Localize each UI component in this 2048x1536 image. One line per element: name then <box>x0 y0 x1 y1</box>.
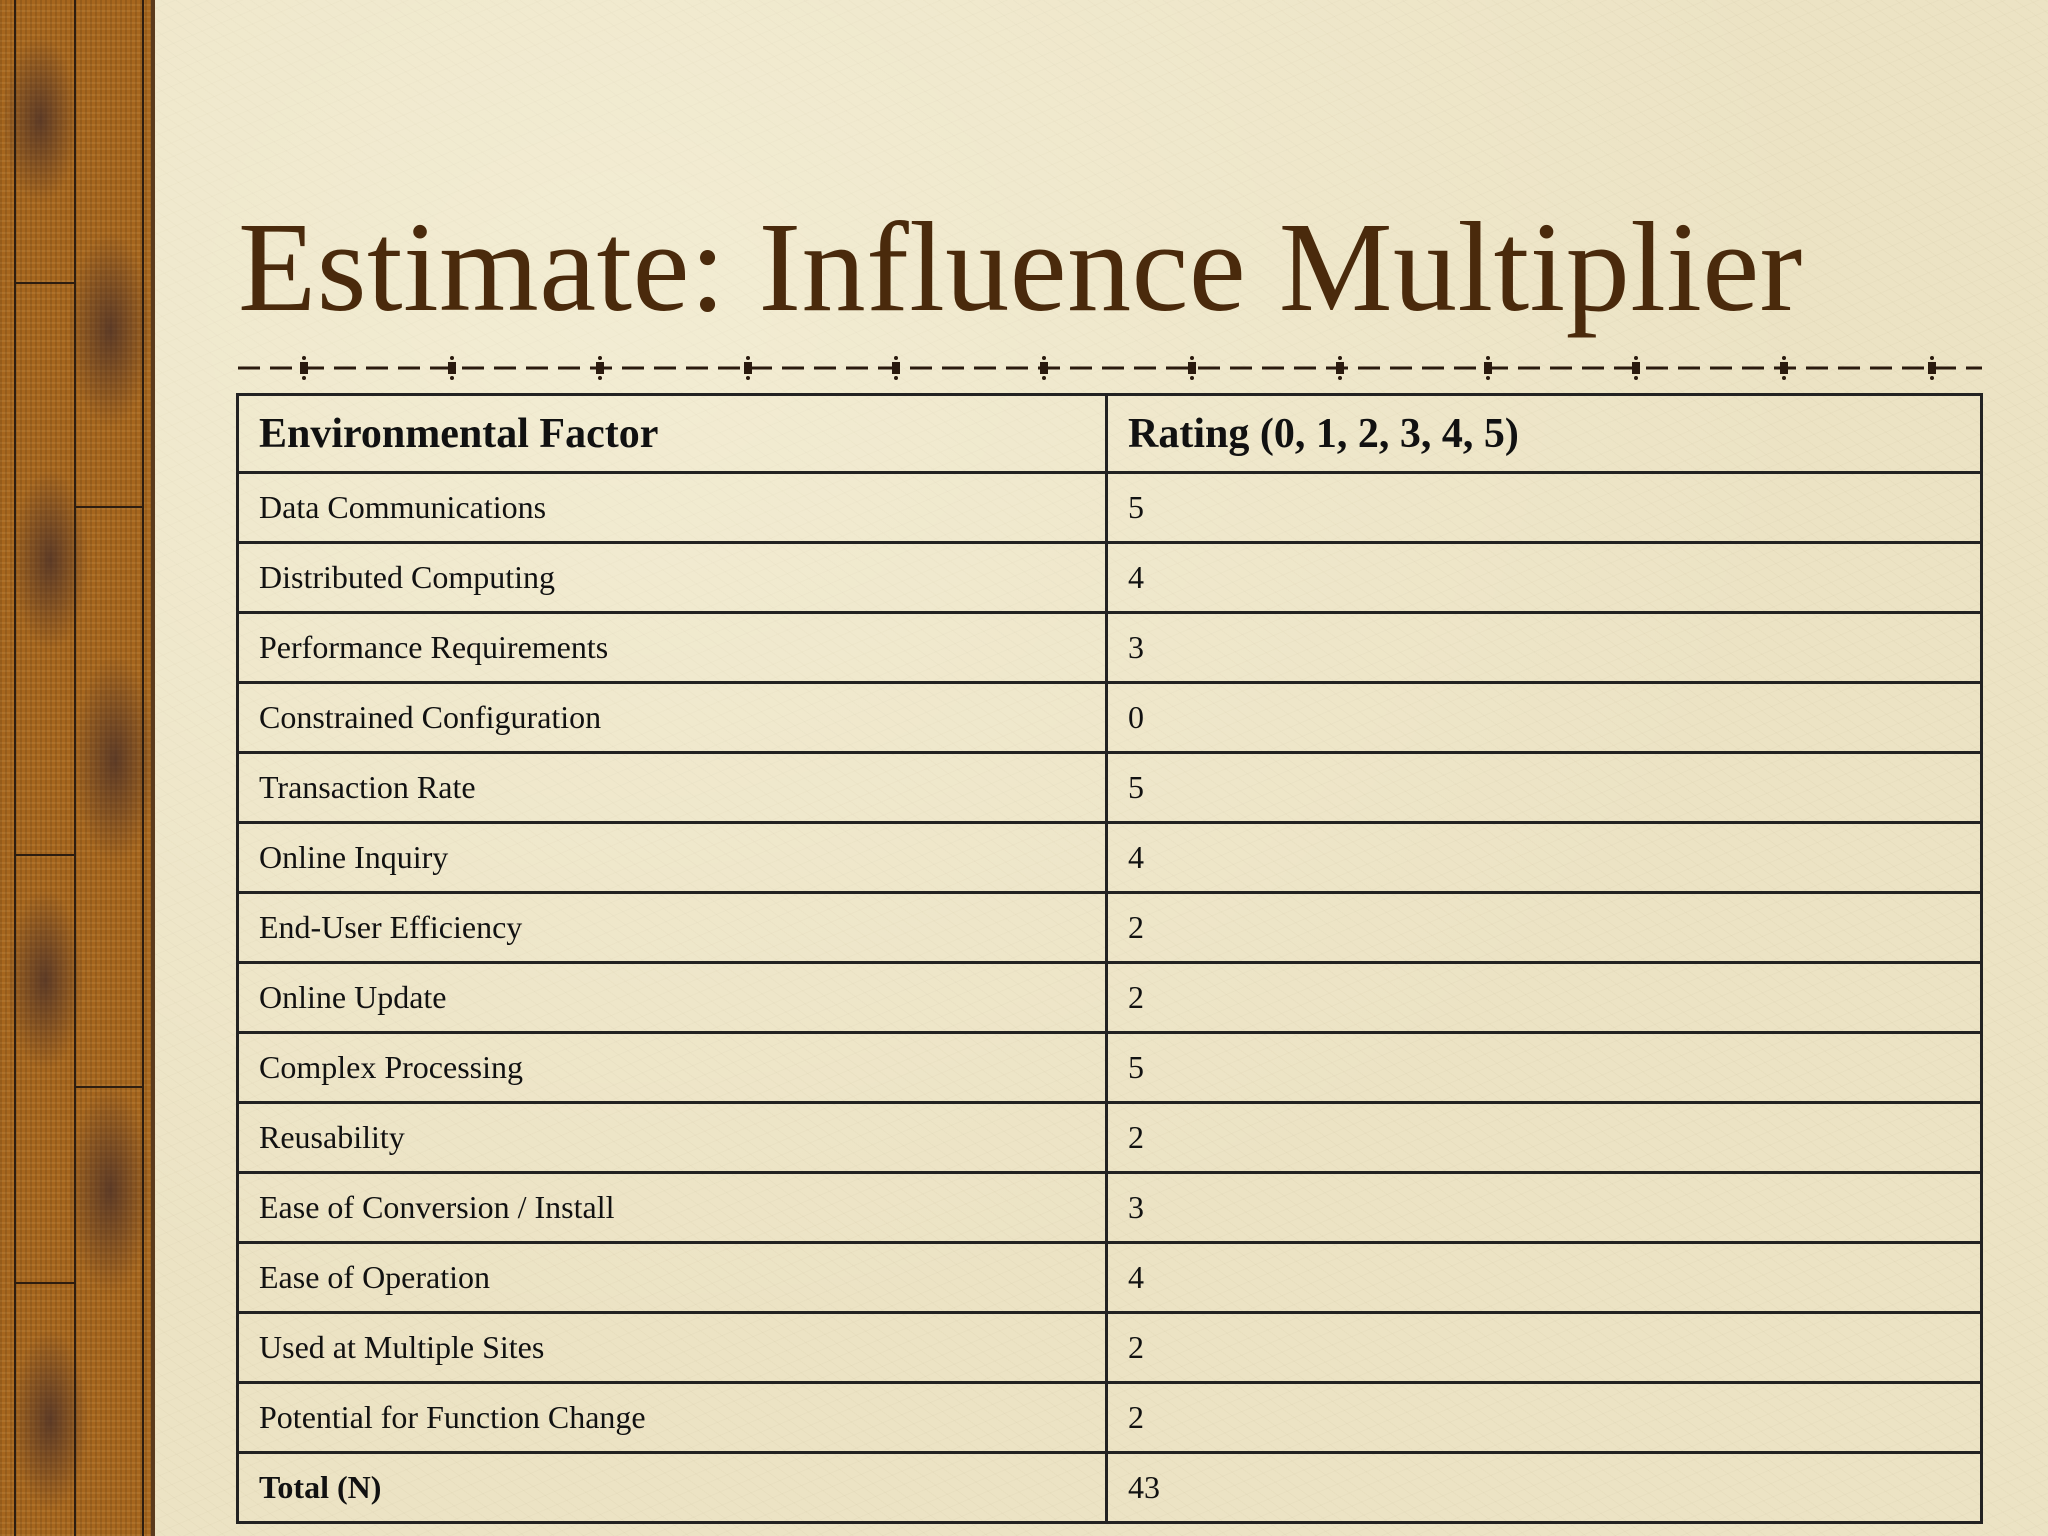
factor-cell: Performance Requirements <box>236 611 1108 684</box>
factor-cell: Online Update <box>236 961 1108 1034</box>
factor-cell: Transaction Rate <box>236 751 1108 824</box>
column-header-rating: Rating (0, 1, 2, 3, 4, 5) <box>1105 393 1983 474</box>
rating-cell: 4 <box>1105 821 1983 894</box>
table-row: Reusability 2 <box>236 1101 1983 1174</box>
factor-cell: Online Inquiry <box>236 821 1108 894</box>
rating-cell: 2 <box>1105 1101 1983 1174</box>
table-row: Distributed Computing 4 <box>236 541 1983 614</box>
rating-cell: 5 <box>1105 471 1983 544</box>
rating-cell: 2 <box>1105 891 1983 964</box>
factor-cell: End-User Efficiency <box>236 891 1108 964</box>
rating-cell: 5 <box>1105 1031 1983 1104</box>
rating-cell: 2 <box>1105 961 1983 1034</box>
table-row: Used at Multiple Sites 2 <box>236 1311 1983 1384</box>
table-row: Complex Processing 5 <box>236 1031 1983 1104</box>
rating-cell: 3 <box>1105 1171 1983 1244</box>
table-row: Data Communications 5 <box>236 471 1983 544</box>
factor-cell: Complex Processing <box>236 1031 1108 1104</box>
factor-cell: Data Communications <box>236 471 1108 544</box>
rating-cell: 5 <box>1105 751 1983 824</box>
table-row: Ease of Conversion / Install 3 <box>236 1171 1983 1244</box>
rating-cell: 2 <box>1105 1381 1983 1454</box>
dashed-divider <box>238 356 1982 380</box>
table-row: End-User Efficiency 2 <box>236 891 1983 964</box>
factor-cell: Reusability <box>236 1101 1108 1174</box>
column-header-factor: Environmental Factor <box>236 393 1108 474</box>
factor-cell: Distributed Computing <box>236 541 1108 614</box>
table-row: Online Inquiry 4 <box>236 821 1983 894</box>
total-label: Total (N) <box>236 1451 1108 1524</box>
factor-cell: Used at Multiple Sites <box>236 1311 1108 1384</box>
slide-title: Estimate: Influence Multiplier <box>238 196 1803 338</box>
rating-cell: 2 <box>1105 1311 1983 1384</box>
rating-cell: 4 <box>1105 541 1983 614</box>
factors-table-container: Environmental Factor Rating (0, 1, 2, 3,… <box>236 393 1983 1524</box>
rating-cell: 0 <box>1105 681 1983 754</box>
table-row: Transaction Rate 5 <box>236 751 1983 824</box>
table-total-row: Total (N) 43 <box>236 1451 1983 1524</box>
table-row: Online Update 2 <box>236 961 1983 1034</box>
total-value: 43 <box>1105 1451 1983 1524</box>
table-row: Potential for Function Change 2 <box>236 1381 1983 1454</box>
decorative-side-border <box>0 0 155 1536</box>
table-header-row: Environmental Factor Rating (0, 1, 2, 3,… <box>236 393 1983 474</box>
table-row: Performance Requirements 3 <box>236 611 1983 684</box>
rating-cell: 4 <box>1105 1241 1983 1314</box>
factor-cell: Constrained Configuration <box>236 681 1108 754</box>
factor-cell: Ease of Operation <box>236 1241 1108 1314</box>
factor-cell: Ease of Conversion / Install <box>236 1171 1108 1244</box>
rating-cell: 3 <box>1105 611 1983 684</box>
table-row: Constrained Configuration 0 <box>236 681 1983 754</box>
environmental-factors-table: Environmental Factor Rating (0, 1, 2, 3,… <box>236 393 1983 1524</box>
factor-cell: Potential for Function Change <box>236 1381 1108 1454</box>
table-row: Ease of Operation 4 <box>236 1241 1983 1314</box>
